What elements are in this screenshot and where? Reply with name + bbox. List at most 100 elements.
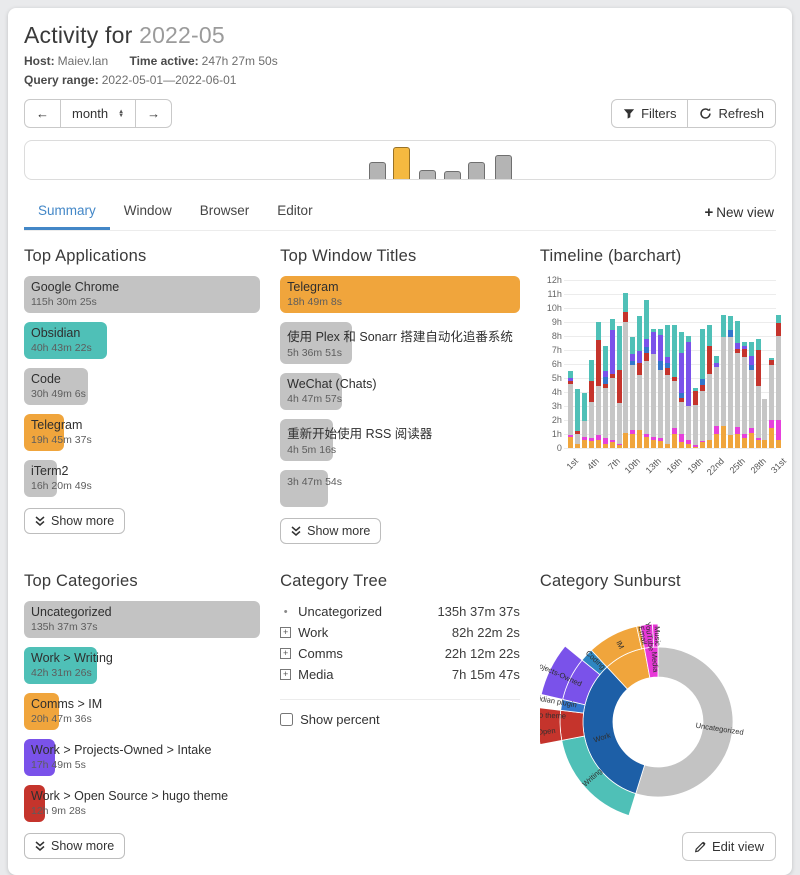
tab-window[interactable]: Window bbox=[123, 203, 172, 218]
timeline-bar-segment bbox=[658, 441, 664, 448]
usage-bar-name: Uncategorized bbox=[31, 605, 112, 619]
top-categories-list: Uncategorized 135h 37m 37s Work > Writing 4… bbox=[24, 601, 261, 822]
mini-strip-bar[interactable] bbox=[393, 147, 411, 179]
timeline-bar-segment bbox=[644, 434, 650, 437]
timeline-bar-segment bbox=[727, 435, 733, 448]
timeline-bar-segment bbox=[713, 366, 719, 426]
y-axis-tick-label: 6h bbox=[551, 359, 562, 369]
category-name: Uncategorized bbox=[298, 604, 382, 619]
timeline-bar-segment bbox=[658, 329, 664, 335]
usage-bar-duration: 12h 9m 28s bbox=[31, 805, 86, 817]
y-axis-tick-label: 0 bbox=[556, 443, 562, 453]
footer-row: Edit view bbox=[681, 832, 776, 861]
show-percent-checkbox[interactable] bbox=[280, 713, 294, 726]
timeline-bar-segment bbox=[734, 434, 740, 448]
mini-strip-bar[interactable] bbox=[443, 171, 461, 179]
top-window-titles-list: Telegram 18h 49m 8s 使用 Plex 和 Sonarr 搭建自动化… bbox=[280, 276, 520, 507]
expand-icon[interactable]: + bbox=[280, 627, 292, 638]
category-tree-label: • Uncategorized bbox=[280, 604, 382, 619]
application-usage-bar: Telegram 19h 45m 37s bbox=[24, 414, 92, 451]
timeline-day-bar bbox=[727, 280, 733, 448]
tab-browser[interactable]: Browser bbox=[199, 203, 250, 218]
tabs-container: Summary Window Browser Editor bbox=[24, 194, 327, 230]
new-view-label: New view bbox=[716, 205, 774, 220]
category-tree: • Uncategorized 135h 37m 37s + Work 82h 22m 2… bbox=[280, 601, 520, 685]
mini-strip-bar[interactable] bbox=[494, 155, 512, 179]
usage-bar-duration: 30h 49m 6s bbox=[31, 388, 86, 400]
timeline-day-bar bbox=[706, 280, 712, 448]
usage-bar-duration: 19h 45m 37s bbox=[31, 434, 92, 446]
timeline-bar-segment bbox=[595, 439, 601, 448]
usage-bar-duration: 18h 49m 8s bbox=[287, 296, 342, 308]
timeline-bar-segment bbox=[755, 338, 761, 351]
show-more-categories-button[interactable]: Show more bbox=[24, 833, 126, 859]
timeline-bar-segment bbox=[630, 354, 636, 362]
new-view-button[interactable]: + New view bbox=[702, 195, 776, 230]
application-usage-bar: iTerm2 16h 20m 49s bbox=[24, 460, 92, 497]
category-usage-bar: Work > Projects-Owned > Intake 17h 49m 5s bbox=[24, 739, 211, 776]
timeline-day-bar bbox=[699, 280, 705, 448]
category-tree-label: + Media bbox=[280, 667, 334, 682]
show-more-label: Show more bbox=[51, 839, 115, 853]
timeline-bar-segment bbox=[727, 330, 733, 338]
refresh-button[interactable]: Refresh bbox=[687, 99, 776, 128]
timeline-bar-segment bbox=[727, 337, 733, 436]
arrow-right-icon: → bbox=[147, 106, 161, 121]
gridline bbox=[563, 280, 776, 281]
previous-period-button[interactable]: ← bbox=[24, 99, 61, 128]
timeline-bar-segment bbox=[616, 326, 622, 370]
timeline-day-bar bbox=[720, 280, 726, 448]
panel-title-top-window-titles: Top Window Titles bbox=[280, 247, 417, 265]
double-chevron-down-icon bbox=[35, 840, 45, 851]
category-tree-row: + Media 7h 15m 47s bbox=[280, 664, 520, 685]
timeline-bar-segment bbox=[734, 352, 740, 427]
expand-icon[interactable]: + bbox=[280, 669, 292, 680]
mini-strip-bar[interactable] bbox=[468, 162, 486, 179]
timeline-day-bar bbox=[686, 280, 691, 448]
filters-button[interactable]: Filters bbox=[611, 99, 689, 128]
expand-icon[interactable]: + bbox=[280, 648, 292, 659]
timeline-bar-segment bbox=[630, 337, 636, 355]
timeline-bar-segment bbox=[630, 365, 636, 430]
tab-editor[interactable]: Editor bbox=[277, 203, 313, 218]
usage-bar-name: Telegram bbox=[287, 280, 339, 294]
timeline-bar-segment bbox=[609, 319, 615, 331]
mini-strip-bar[interactable] bbox=[368, 162, 386, 179]
timeline-bar-segment bbox=[672, 434, 678, 448]
timeline-bar-segment bbox=[734, 348, 740, 353]
show-more-applications-button[interactable]: Show more bbox=[24, 508, 126, 534]
timeline-day-bar bbox=[644, 280, 650, 448]
sunburst-label: IM bbox=[614, 639, 626, 651]
mini-strip-bar[interactable] bbox=[418, 170, 436, 179]
timeline-bar-segment bbox=[720, 337, 726, 426]
timeline-day-bar bbox=[762, 280, 768, 448]
timeline-day-bar bbox=[609, 280, 615, 448]
mini-activity-strip[interactable] bbox=[24, 140, 776, 180]
sunburst-label: Open bbox=[540, 726, 556, 737]
tab-summary[interactable]: Summary bbox=[24, 194, 110, 230]
next-period-button[interactable]: → bbox=[135, 99, 173, 128]
select-spinner-icon: ▲ ▼ bbox=[118, 108, 125, 119]
timeline-bar-segment bbox=[748, 428, 754, 433]
timeline-bar-segment bbox=[748, 432, 754, 448]
edit-view-button[interactable]: Edit view bbox=[681, 832, 776, 861]
timeline-bar-segment bbox=[769, 420, 775, 429]
timeline-bar-segment bbox=[616, 369, 622, 404]
timeline-bar-segment bbox=[574, 431, 580, 435]
category-tree-row: + Comms 22h 12m 22s bbox=[280, 643, 520, 664]
timeline-bar-segment bbox=[699, 441, 705, 443]
sunburst-label: hugo theme bbox=[540, 710, 566, 721]
timeline-bar-segment bbox=[637, 375, 643, 430]
timeline-bar-segment bbox=[762, 399, 768, 440]
show-more-titles-button[interactable]: Show more bbox=[280, 518, 382, 544]
view-tabs: Summary Window Browser Editor + New view bbox=[24, 194, 776, 231]
timeline-bar-segment bbox=[679, 434, 685, 443]
timeline-bar-segment bbox=[595, 322, 601, 341]
timeline-bar-segment bbox=[769, 358, 775, 360]
timeline-bar-segment bbox=[776, 439, 782, 448]
timeline-bar-segment bbox=[630, 429, 636, 434]
gridline bbox=[563, 448, 776, 449]
period-select[interactable]: month ▲ ▼ bbox=[60, 99, 137, 128]
timeline-bar-segment bbox=[581, 421, 587, 437]
sunburst-segment-hugo-theme bbox=[539, 707, 563, 745]
